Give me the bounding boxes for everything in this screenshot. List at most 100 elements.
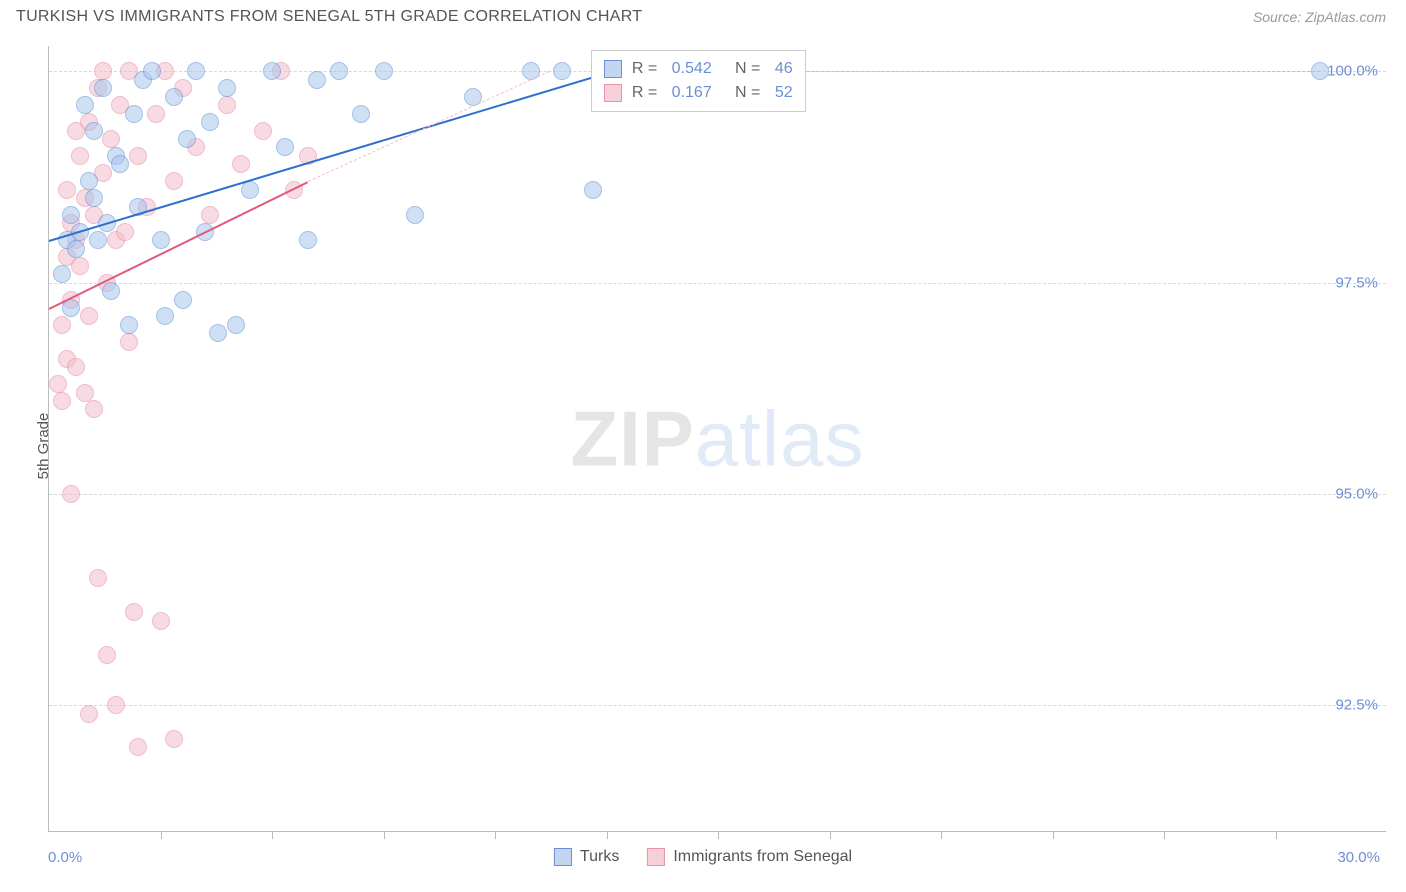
scatter-point [116, 223, 134, 241]
scatter-point [209, 324, 227, 342]
x-tick [941, 831, 942, 839]
x-tick [161, 831, 162, 839]
scatter-point [111, 155, 129, 173]
scatter-point [89, 231, 107, 249]
scatter-point [76, 384, 94, 402]
scatter-point [94, 62, 112, 80]
scatter-point [553, 62, 571, 80]
scatter-point [76, 96, 94, 114]
scatter-point [187, 62, 205, 80]
scatter-point [254, 122, 272, 140]
scatter-point [120, 316, 138, 334]
scatter-point [67, 240, 85, 258]
scatter-point [406, 206, 424, 224]
gridline [49, 494, 1386, 495]
x-tick [272, 831, 273, 839]
scatter-point [147, 105, 165, 123]
scatter-point [152, 231, 170, 249]
x-axis-max-label: 30.0% [1337, 849, 1380, 866]
scatter-point [85, 189, 103, 207]
scatter-point [102, 282, 120, 300]
scatter-point [330, 62, 348, 80]
scatter-point [125, 105, 143, 123]
scatter-point [299, 231, 317, 249]
scatter-point [67, 358, 85, 376]
r-value: 0.542 [672, 57, 712, 81]
gridline [49, 705, 1386, 706]
stats-swatch [604, 84, 622, 102]
scatter-chart: ZIPatlas 92.5% 95.0% 97.5% 100.0% R = 0.542 … [48, 46, 1386, 832]
scatter-point [174, 291, 192, 309]
legend-label: Immigrants from Senegal [673, 848, 852, 866]
x-tick [607, 831, 608, 839]
y-tick-label: 97.5% [1335, 274, 1378, 291]
y-tick-label: 95.0% [1335, 485, 1378, 502]
x-tick [830, 831, 831, 839]
watermark: ZIPatlas [570, 393, 864, 484]
x-tick [1053, 831, 1054, 839]
scatter-point [98, 646, 116, 664]
x-tick [1276, 831, 1277, 839]
x-tick [1164, 831, 1165, 839]
scatter-point [218, 79, 236, 97]
scatter-point [85, 400, 103, 418]
scatter-point [49, 375, 67, 393]
stats-swatch [604, 60, 622, 78]
legend-swatch-turks [554, 848, 572, 866]
y-tick-label: 92.5% [1335, 697, 1378, 714]
chart-header: TURKISH VS IMMIGRANTS FROM SENEGAL 5TH G… [0, 0, 1406, 34]
r-value: 0.167 [672, 81, 712, 105]
scatter-point [276, 138, 294, 156]
legend-swatch-senegal [647, 848, 665, 866]
scatter-point [80, 705, 98, 723]
legend-item-senegal: Immigrants from Senegal [647, 848, 852, 866]
scatter-point [152, 612, 170, 630]
n-value: 46 [775, 57, 793, 81]
legend-label: Turks [580, 848, 619, 866]
scatter-point [62, 206, 80, 224]
scatter-point [62, 485, 80, 503]
scatter-point [58, 181, 76, 199]
scatter-point [232, 155, 250, 173]
chart-legend: Turks Immigrants from Senegal [554, 848, 852, 866]
scatter-point [156, 307, 174, 325]
scatter-point [201, 113, 219, 131]
n-value: 52 [775, 81, 793, 105]
scatter-point [308, 71, 326, 89]
scatter-point [165, 172, 183, 190]
trend-line [308, 71, 549, 182]
x-tick [495, 831, 496, 839]
scatter-point [129, 738, 147, 756]
scatter-point [85, 122, 103, 140]
scatter-point [227, 316, 245, 334]
correlation-stats-box: R = 0.542 N = 46R = 0.167 N = 52 [591, 50, 806, 112]
scatter-point [165, 88, 183, 106]
scatter-point [80, 307, 98, 325]
x-tick [718, 831, 719, 839]
stats-row: R = 0.167 N = 52 [604, 81, 793, 105]
y-tick-label: 100.0% [1327, 63, 1378, 80]
scatter-point [53, 316, 71, 334]
scatter-point [71, 257, 89, 275]
legend-item-turks: Turks [554, 848, 619, 866]
scatter-point [263, 62, 281, 80]
scatter-point [375, 62, 393, 80]
stats-row: R = 0.542 N = 46 [604, 57, 793, 81]
scatter-point [53, 392, 71, 410]
scatter-point [53, 265, 71, 283]
gridline [49, 283, 1386, 284]
scatter-point [71, 147, 89, 165]
chart-title: TURKISH VS IMMIGRANTS FROM SENEGAL 5TH G… [16, 8, 642, 26]
scatter-point [102, 130, 120, 148]
scatter-point [178, 130, 196, 148]
scatter-point [218, 96, 236, 114]
source-attribution: Source: ZipAtlas.com [1253, 9, 1386, 25]
scatter-point [120, 333, 138, 351]
scatter-point [165, 730, 183, 748]
scatter-point [125, 603, 143, 621]
scatter-point [201, 206, 219, 224]
scatter-point [80, 172, 98, 190]
x-tick [384, 831, 385, 839]
scatter-point [94, 79, 112, 97]
scatter-point [129, 147, 147, 165]
